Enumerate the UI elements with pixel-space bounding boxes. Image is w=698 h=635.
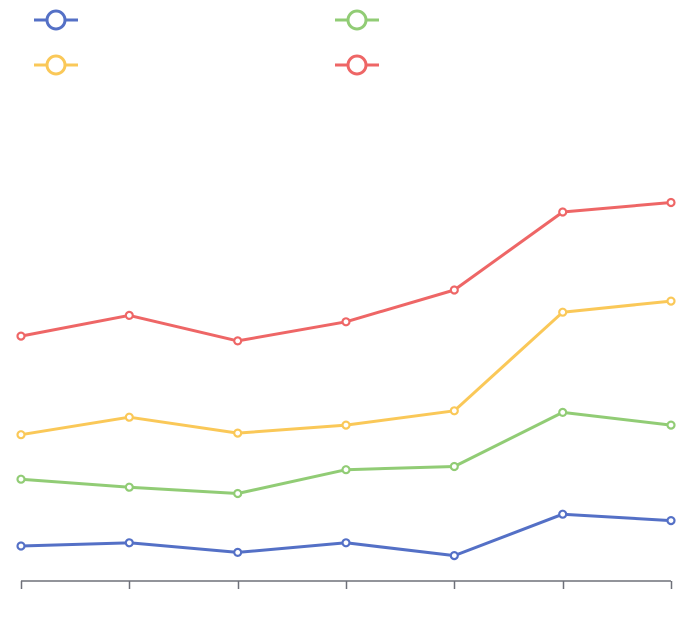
data-point[interactable] — [233, 547, 243, 558]
legend-item[interactable] — [34, 9, 78, 31]
data-point[interactable] — [558, 509, 568, 519]
data-point[interactable] — [449, 406, 459, 416]
data-point[interactable] — [558, 307, 568, 317]
data-point[interactable] — [449, 550, 459, 561]
legend-item[interactable] — [34, 54, 78, 76]
data-point[interactable] — [558, 207, 568, 217]
data-point[interactable] — [16, 331, 26, 341]
legend-item[interactable] — [335, 54, 379, 76]
data-point[interactable] — [666, 197, 676, 208]
data-point[interactable] — [233, 336, 243, 346]
data-point[interactable] — [16, 474, 26, 484]
data-point[interactable] — [341, 317, 351, 327]
data-point[interactable] — [449, 285, 459, 295]
series-group — [16, 197, 676, 561]
data-point[interactable] — [666, 296, 676, 306]
series-1 — [16, 509, 676, 561]
data-point[interactable] — [16, 430, 26, 440]
legend-marker-icon — [346, 9, 368, 31]
data-point[interactable] — [666, 420, 676, 430]
series-line — [20, 512, 672, 558]
data-point[interactable] — [124, 538, 134, 548]
series-2 — [16, 407, 676, 499]
x-axis — [20, 580, 673, 589]
legend-marker-icon — [346, 54, 368, 76]
series-3 — [16, 296, 676, 440]
legend-marker-icon — [45, 54, 67, 76]
data-point[interactable] — [124, 412, 134, 422]
legend[interactable] — [34, 9, 379, 76]
data-point[interactable] — [233, 428, 243, 438]
series-4 — [16, 197, 676, 346]
data-point[interactable] — [124, 482, 134, 492]
data-point[interactable] — [124, 310, 134, 320]
legend-item[interactable] — [335, 9, 379, 31]
legend-marker-icon — [45, 9, 67, 31]
data-point[interactable] — [341, 465, 351, 475]
data-point[interactable] — [233, 488, 243, 499]
data-point[interactable] — [558, 407, 568, 417]
data-point[interactable] — [16, 541, 26, 551]
data-point[interactable] — [449, 461, 459, 472]
data-point[interactable] — [666, 515, 676, 526]
data-point[interactable] — [341, 420, 351, 430]
data-point[interactable] — [341, 538, 351, 548]
